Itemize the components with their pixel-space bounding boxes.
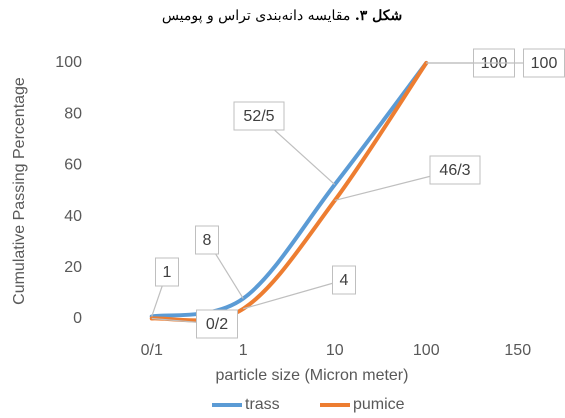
title-label: شکل ۳.	[355, 8, 402, 24]
data-label: 0/2	[206, 316, 228, 333]
label-box	[155, 257, 179, 287]
legend-label: trass	[245, 396, 280, 413]
y-tick-label: 40	[64, 208, 82, 225]
label-box	[196, 309, 238, 339]
title-text: مقایسه دانه‌بندی تراس و پومیس	[162, 8, 351, 24]
y-tick-label: 100	[55, 54, 82, 71]
x-tick-label: 1	[239, 342, 248, 359]
x-axis-label: particle size (Micron meter)	[216, 367, 409, 384]
y-tick-label: 80	[64, 105, 82, 122]
series-line	[149, 61, 429, 323]
data-label: 100	[531, 55, 558, 72]
series-line	[149, 61, 429, 319]
y-tick-label: 20	[64, 259, 82, 276]
leader-line	[243, 279, 345, 310]
legend-label: pumice	[353, 396, 405, 413]
x-tick-label: 0/1	[141, 342, 163, 359]
chart-title: شکل ۳. مقایسه دانه‌بندی تراس و پومیس	[162, 8, 402, 24]
label-box	[332, 265, 356, 295]
data-label: 8	[203, 232, 212, 249]
label-box	[233, 101, 285, 131]
label-box	[429, 155, 481, 185]
data-label: 100	[481, 55, 508, 72]
x-tick-label: 100	[413, 342, 440, 359]
data-label: 4	[340, 272, 349, 289]
y-tick-label: 60	[64, 157, 82, 174]
x-tick-label: 10	[326, 342, 344, 359]
data-label: 1	[163, 264, 172, 281]
label-box	[195, 225, 219, 255]
y-tick-label: 0	[73, 310, 82, 327]
data-label: 46/3	[439, 162, 470, 179]
data-label: 52/5	[243, 108, 274, 125]
x-tick-label: 150	[504, 342, 531, 359]
y-axis-label: Cumulative Passing Percentage	[11, 77, 28, 305]
